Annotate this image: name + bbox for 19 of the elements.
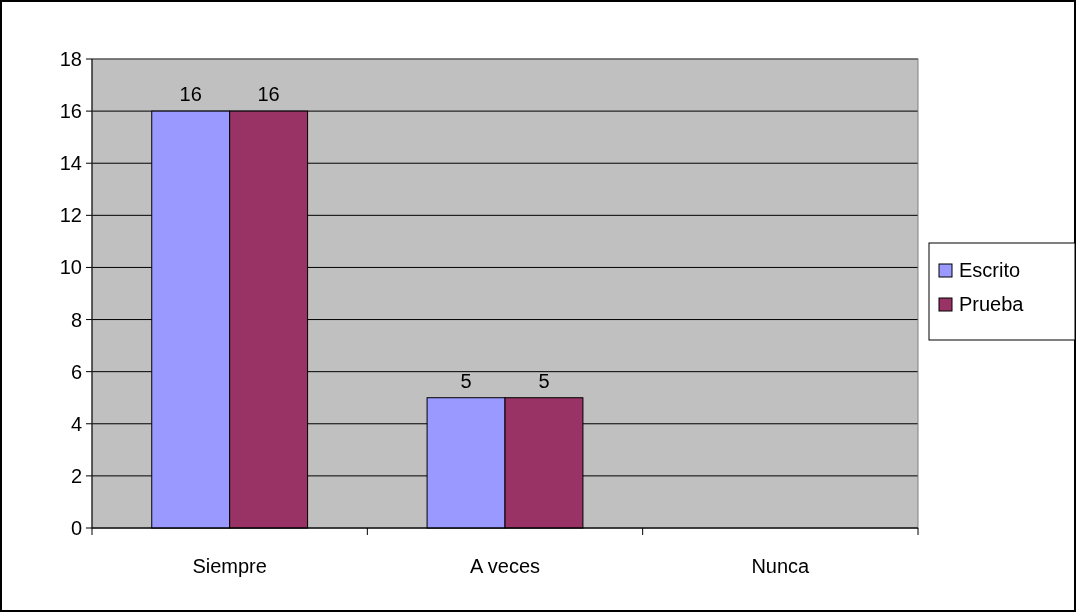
y-tick-label: 0 — [70, 517, 82, 539]
y-tick-label: 14 — [59, 152, 82, 175]
x-tick-label: A veces — [469, 555, 541, 577]
data-label: 5 — [538, 369, 550, 392]
y-tick-label: 12 — [59, 204, 82, 227]
data-label: 5 — [460, 369, 472, 392]
data-label: 16 — [257, 83, 280, 106]
y-tick-label: 8 — [70, 308, 82, 331]
y-tick-label: 4 — [70, 412, 82, 435]
y-tick-label: 16 — [59, 100, 82, 123]
legend-label: Prueba — [959, 293, 1025, 315]
y-tick-label: 10 — [59, 256, 82, 279]
y-tick-label: 18 — [59, 48, 82, 70]
x-tick-label: Nunca — [751, 555, 811, 577]
legend-label: Escrito — [959, 259, 1021, 281]
data-label: 16 — [179, 83, 202, 106]
y-tick-label: 6 — [70, 360, 82, 383]
y-tick-label: 2 — [70, 464, 82, 487]
x-tick-label: Siempre — [192, 555, 267, 577]
